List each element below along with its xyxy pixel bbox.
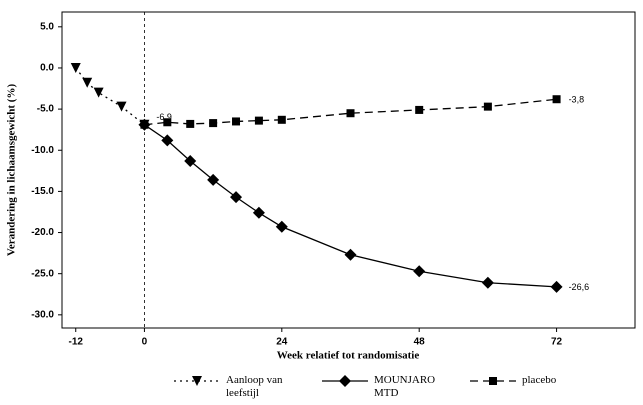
series-line [75, 67, 145, 126]
marker [481, 276, 494, 289]
x-tick-label: 24 [276, 337, 288, 348]
plot-frame [61, 11, 636, 329]
marker [140, 120, 149, 129]
marker [275, 220, 288, 233]
marker [413, 265, 426, 278]
marker [415, 105, 424, 114]
legend-label: placebo [522, 374, 557, 386]
y-axis-label: Verandering in lichaamsgewicht (%) [6, 84, 18, 257]
marker [161, 134, 174, 147]
x-axis-label: Week relatief tot randomisatie [277, 350, 420, 362]
marker [277, 115, 286, 124]
legend-swatch [470, 377, 516, 385]
marker [207, 173, 220, 186]
annotation: -3,8 [569, 95, 585, 105]
y-tick-label: -10.0 [31, 145, 54, 156]
marker [346, 109, 355, 118]
y-tick-label: -15.0 [31, 186, 54, 197]
annotation: -6,9 [156, 112, 172, 122]
marker [192, 376, 202, 386]
marker [344, 248, 357, 261]
legend-swatch [174, 376, 220, 386]
annotation: -26,6 [569, 282, 590, 292]
x-tick-label: 0 [142, 337, 148, 348]
marker [550, 280, 563, 293]
legend-item: Aanloop van leefstijl [172, 374, 306, 400]
marker [339, 375, 351, 387]
y-tick-label: 0.0 [40, 63, 54, 74]
legend: Aanloop van leefstijl MOUNJARO MTD placebo [172, 374, 556, 400]
marker [230, 191, 243, 204]
y-tick-label: 5.0 [40, 21, 54, 32]
x-tick-label: 72 [551, 337, 563, 348]
marker [186, 119, 195, 128]
x-tick-label: 48 [414, 337, 426, 348]
marker [209, 119, 218, 128]
marker [483, 102, 492, 111]
marker [232, 117, 241, 126]
y-tick-label: -20.0 [31, 227, 54, 238]
marker [489, 377, 497, 385]
marker [254, 116, 263, 125]
chart: Week relatief tot randomisatie Veranderi… [6, 11, 636, 362]
marker [93, 87, 104, 98]
legend-item: placebo [468, 374, 556, 400]
y-tick-label: -25.0 [31, 268, 54, 279]
marker [184, 154, 197, 167]
legend-label: MOUNJARO MTD [374, 374, 436, 399]
marker [82, 77, 93, 88]
marker [70, 62, 81, 73]
series-line [144, 124, 557, 288]
marker [163, 118, 172, 127]
y-tick-label: -5.0 [37, 104, 55, 115]
y-tick-label: -30.0 [31, 309, 54, 320]
marker [116, 101, 127, 112]
legend-swatch [322, 375, 368, 387]
marker [552, 95, 561, 104]
marker [252, 206, 265, 219]
legend-item: MOUNJARO MTD [320, 374, 454, 400]
legend-label: Aanloop van leefstijl [226, 374, 283, 399]
x-tick-label: -12 [69, 337, 84, 348]
